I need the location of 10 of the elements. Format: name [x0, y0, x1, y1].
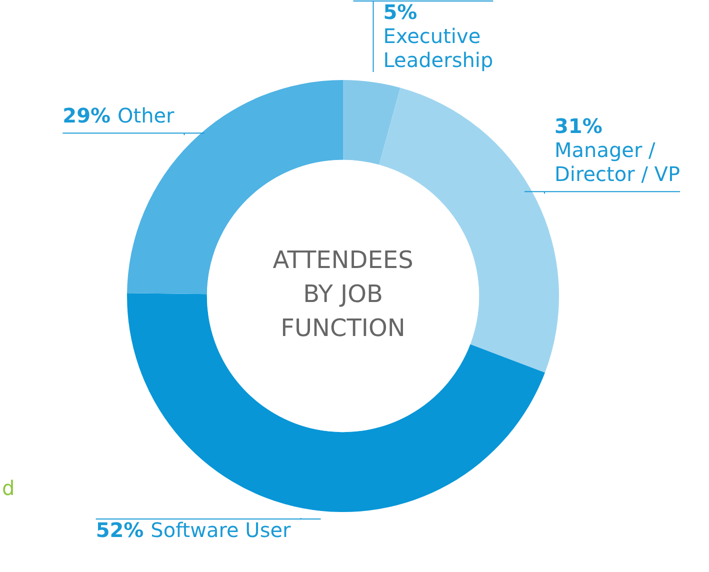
data-label: 29% [62, 103, 111, 128]
data-label: 5% [383, 0, 418, 24]
slice-label: Executive Leadership [383, 24, 494, 72]
slice-label: Other [117, 103, 176, 128]
data-label: 52% [96, 518, 144, 542]
text: d [2, 476, 15, 500]
slice-label: Software User [150, 518, 292, 542]
data-label: 31% [554, 114, 602, 138]
text: ATTENDEES BY JOB FUNCTION [272, 246, 414, 342]
slice-label: Manager / Director / VP [554, 138, 680, 186]
